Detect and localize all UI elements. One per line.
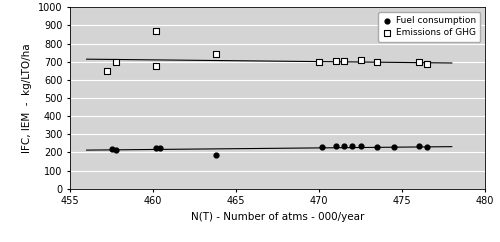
Fuel consumption [332, 144, 340, 148]
Emissions of GHG [356, 58, 364, 62]
Emissions of GHG [152, 29, 160, 33]
Emissions of GHG [340, 59, 348, 63]
Emissions of GHG [112, 60, 120, 64]
Emissions of GHG [332, 59, 340, 63]
Fuel consumption [340, 144, 348, 148]
Fuel consumption [373, 145, 381, 149]
Fuel consumption [212, 153, 220, 157]
Emissions of GHG [152, 64, 160, 68]
Emissions of GHG [212, 53, 220, 56]
Fuel consumption [390, 145, 398, 149]
Emissions of GHG [315, 60, 323, 64]
Legend: Fuel consumption, Emissions of GHG: Fuel consumption, Emissions of GHG [378, 12, 480, 42]
Emissions of GHG [102, 69, 110, 73]
Fuel consumption [356, 144, 364, 148]
X-axis label: N(T) - Number of atms - 000/year: N(T) - Number of atms - 000/year [191, 212, 364, 222]
Fuel consumption [318, 145, 326, 149]
Fuel consumption [152, 146, 160, 150]
Y-axis label: IFC, IEM  -  kg/LTO/ha: IFC, IEM - kg/LTO/ha [22, 43, 32, 153]
Fuel consumption [108, 147, 116, 151]
Fuel consumption [348, 144, 356, 148]
Emissions of GHG [423, 61, 431, 65]
Fuel consumption [414, 144, 422, 148]
Fuel consumption [423, 145, 431, 149]
Fuel consumption [112, 148, 120, 152]
Fuel consumption [156, 147, 164, 151]
Emissions of GHG [373, 60, 381, 64]
Emissions of GHG [414, 60, 422, 64]
